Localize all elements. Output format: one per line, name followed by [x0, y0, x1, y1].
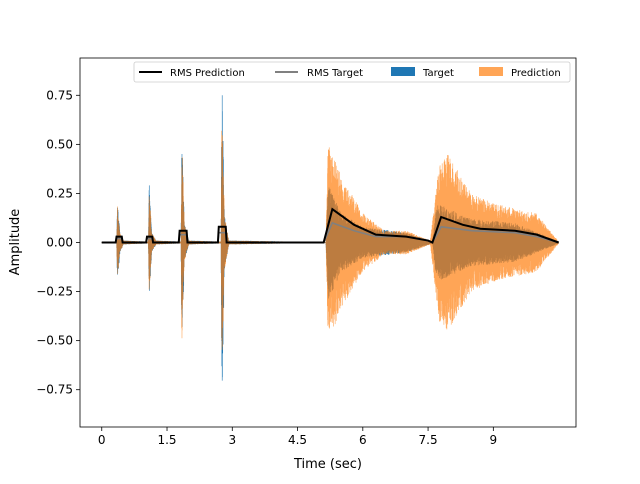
legend-swatch-prediction	[479, 67, 503, 76]
x-tick-label: 9	[490, 433, 498, 447]
legend-label-prediction: Prediction	[511, 68, 561, 79]
legend-label-target: Target	[422, 68, 454, 79]
y-tick-label: 0.25	[46, 186, 73, 200]
x-tick-label: 3	[228, 433, 236, 447]
y-axis-label: Amplitude	[8, 209, 23, 276]
legend-label-rms-prediction: RMS Prediction	[170, 68, 245, 79]
y-axis: −0.75 −0.50 −0.25 0.00 0.25 0.50 0.75	[36, 88, 80, 397]
series-prediction	[101, 130, 559, 350]
y-tick-label: −0.50	[36, 334, 73, 348]
legend-label-rms-target: RMS Target	[307, 68, 363, 79]
y-tick-label: −0.25	[36, 285, 73, 299]
x-tick-label: 0	[98, 433, 106, 447]
x-tick-label: 1.5	[157, 433, 176, 447]
legend-swatch-target	[391, 67, 415, 76]
legend: RMS Prediction RMS Target Target Predict…	[133, 61, 571, 83]
x-axis-label: Time (sec)	[293, 457, 362, 472]
series-rms-prediction	[101, 207, 559, 244]
y-tick-label: −0.75	[36, 383, 73, 397]
y-tick-label: 0.00	[46, 236, 73, 250]
x-axis: 0 1.5 3 4.5 6 7.5 9	[98, 427, 497, 447]
x-tick-label: 4.5	[288, 433, 307, 447]
plot-area	[101, 95, 559, 381]
x-tick-label: 7.5	[419, 433, 438, 447]
y-tick-label: 0.75	[46, 88, 73, 102]
x-tick-label: 6	[359, 433, 367, 447]
y-tick-label: 0.50	[46, 137, 73, 151]
